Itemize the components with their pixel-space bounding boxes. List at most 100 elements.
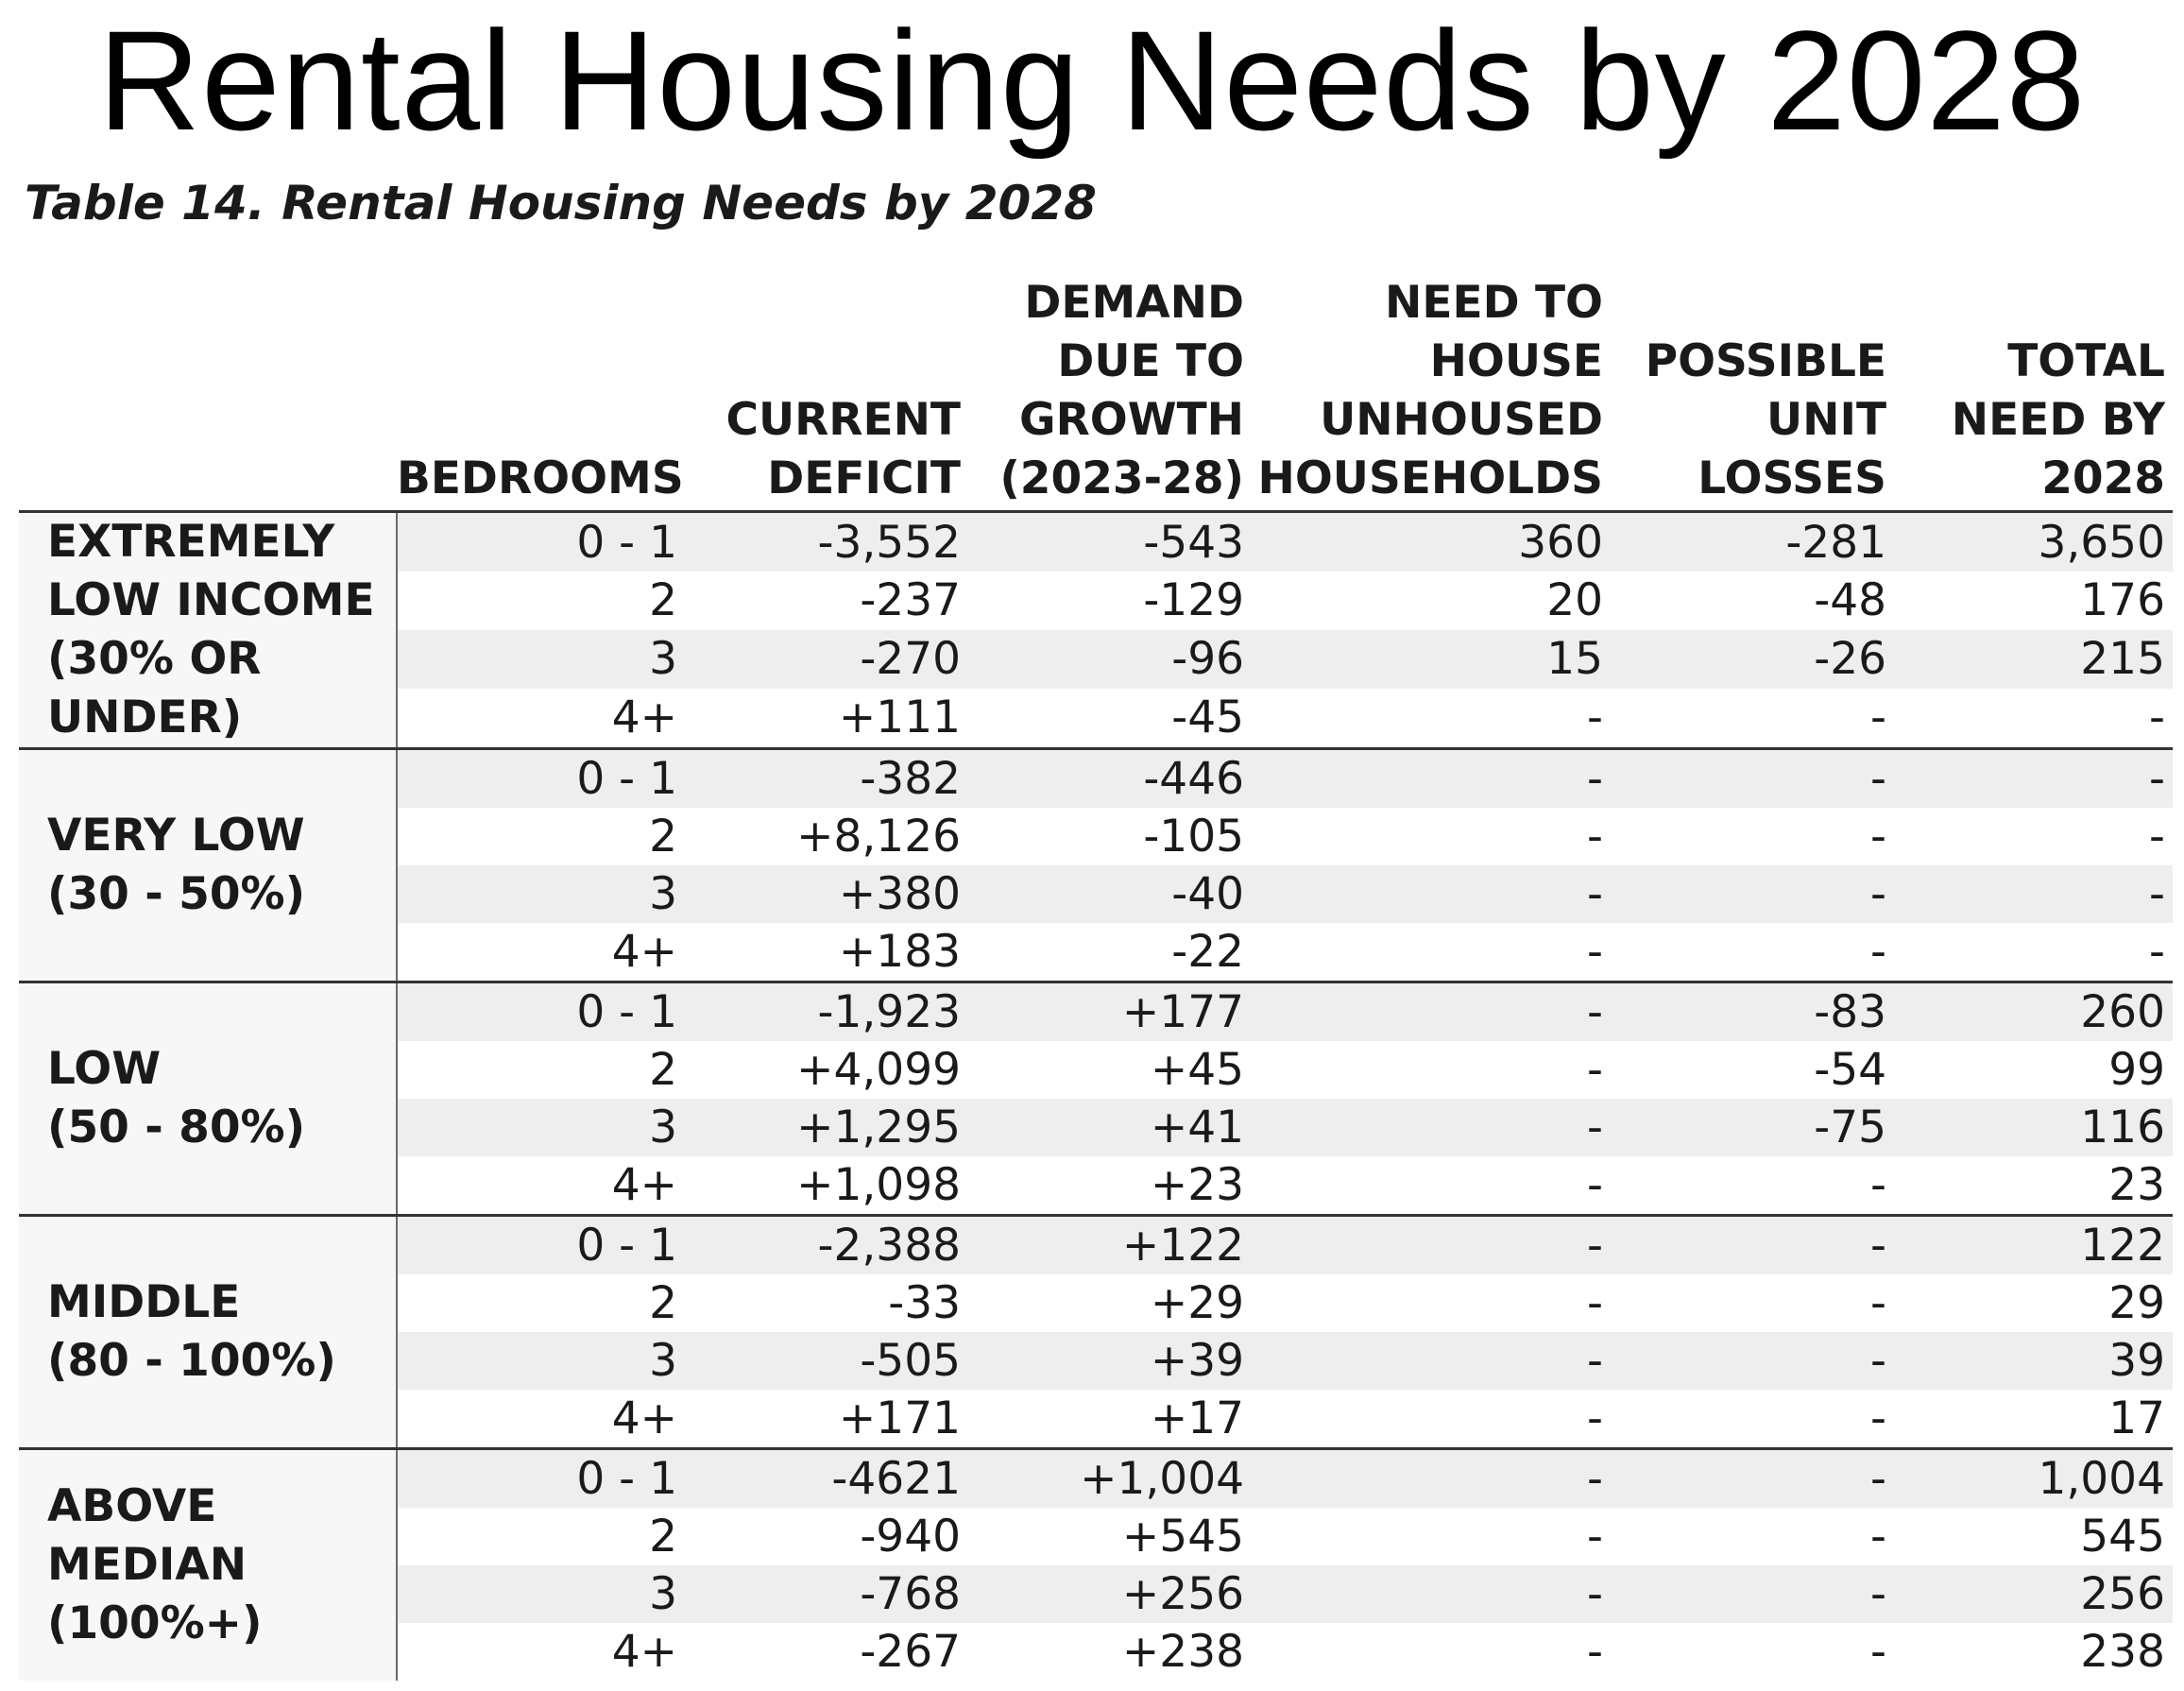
header-line <box>397 391 677 450</box>
cell-bedrooms: 3 <box>397 629 685 689</box>
table-row: 3 -505 +39- -39 <box>19 1332 2173 1390</box>
header-line <box>397 333 677 391</box>
cell-total-need-by-2028: 256 <box>1894 1565 2173 1623</box>
table-row: 4+ +171 +17 - - 17 <box>19 1390 2173 1449</box>
table-row: 3 -768 +256- -256 <box>19 1565 2173 1623</box>
table-row: 2 -33 +29 - - 29 <box>19 1274 2173 1332</box>
cell-bedrooms: 3 <box>397 865 685 923</box>
rental-needs-table: BEDROOMS CURRENT DEFICIT DEMAND DUE TO GROWT… <box>19 274 2173 1681</box>
cell-current-deficit: +8,126 <box>796 811 961 863</box>
cell-possible-unit-losses: - <box>1611 865 1894 923</box>
slide-title: Rental Housing Needs by 2028 <box>97 1 2087 160</box>
cell-current-deficit: +4,099 <box>796 1044 961 1096</box>
column-header-demand-due-to-growth: DEMAND DUE TO GROWTH (2023-28) <box>968 274 1252 513</box>
cell-demand-due-to-growth: +39 <box>968 1332 1252 1390</box>
cell-current-deficit: +111 <box>838 692 961 744</box>
cell-bedrooms: 2 <box>649 1044 677 1096</box>
header-line: HOUSEHOLDS <box>1257 453 1603 504</box>
cell-current-deficit: -270 <box>685 629 968 689</box>
cell-total-need-by-2028: 122 <box>1894 1214 2173 1274</box>
header-line <box>685 333 961 391</box>
cell-current-deficit: -33 <box>888 1277 961 1329</box>
cell-bedrooms: 2 <box>649 1277 677 1329</box>
table-body: EXTREMELY LOW INCOME (30% OR UNDER) 0 - 1 -3,… <box>19 511 2173 1681</box>
cell-current-deficit: +1,295 <box>685 1099 968 1156</box>
cell-bedrooms: 0 - 1 <box>397 1447 685 1508</box>
header-line: DUE TO <box>1057 335 1244 387</box>
cell-need-to-house-unhoused: - <box>1252 1099 1611 1156</box>
cell-current-deficit: -505 <box>685 1332 968 1390</box>
table-row: 3 -270 -96 15 -26 215 <box>19 629 2173 689</box>
cell-current-deficit: -237 <box>860 574 961 627</box>
cell-total-need-by-2028: 29 <box>2108 1277 2165 1329</box>
cell-total-need-by-2028: - <box>2149 692 2165 744</box>
header-line: TOTAL <box>2007 335 2165 387</box>
cell-need-to-house-unhoused: - <box>1252 1565 1611 1623</box>
header-line: HOUSE <box>1429 335 1603 387</box>
table-caption: Table 14. Rental Housing Needs by 2028 <box>25 176 1097 231</box>
cell-possible-unit-losses: - <box>1870 1277 1886 1329</box>
cell-demand-due-to-growth: -45 <box>1171 692 1244 744</box>
cell-bedrooms: 4+ <box>611 1392 677 1444</box>
header-line <box>397 274 677 333</box>
cell-possible-unit-losses: - <box>1611 1332 1894 1390</box>
header-line: 2028 <box>2041 453 2165 504</box>
header-line: UNIT <box>1766 394 1886 446</box>
cell-need-to-house-unhoused: - <box>1587 1626 1603 1678</box>
header-line <box>19 274 389 333</box>
cell-demand-due-to-growth: +545 <box>1121 1511 1244 1563</box>
cell-total-need-by-2028: 215 <box>1894 629 2173 689</box>
income-level-line: (30% OR <box>47 633 262 685</box>
cell-demand-due-to-growth: -22 <box>1171 926 1244 978</box>
cell-possible-unit-losses: -281 <box>1611 511 1894 572</box>
income-level-line: (50 - 80%) <box>47 1102 306 1153</box>
cell-need-to-house-unhoused: - <box>1587 1511 1603 1563</box>
income-level-label: MIDDLE (80 - 100%) <box>19 1214 398 1449</box>
cell-total-need-by-2028: 3,650 <box>1894 511 2173 572</box>
cell-demand-due-to-growth: +256 <box>968 1565 1252 1623</box>
header-line: (2023-28) <box>999 453 1244 504</box>
cell-current-deficit: -2,388 <box>685 1214 968 1274</box>
header-line <box>1611 274 1886 333</box>
cell-current-deficit: -1,923 <box>685 981 968 1041</box>
cell-total-need-by-2028: 1,004 <box>1894 1447 2173 1508</box>
cell-possible-unit-losses: -26 <box>1611 629 1894 689</box>
cell-demand-due-to-growth: +41 <box>968 1099 1252 1156</box>
column-header-need-to-house-unhoused: NEED TO HOUSE UNHOUSED HOUSEHOLDS <box>1252 274 1611 513</box>
cell-need-to-house-unhoused: - <box>1252 1214 1611 1274</box>
cell-demand-due-to-growth: +122 <box>968 1214 1252 1274</box>
income-level-line: ABOVE <box>47 1480 217 1532</box>
cell-possible-unit-losses: - <box>1870 811 1886 863</box>
table-row: MIDDLE (80 - 100%) 0 - 1 -2,388 +122- -122 <box>19 1214 2173 1449</box>
income-level-line: MEDIAN <box>47 1539 247 1591</box>
table-row: 2 +8,126 -105 - - - <box>19 808 2173 865</box>
income-level-label: VERY LOW (30 - 50%) <box>19 747 398 982</box>
cell-total-need-by-2028: - <box>1894 747 2173 808</box>
cell-total-need-by-2028: 39 <box>1894 1332 2173 1390</box>
cell-possible-unit-losses: - <box>1870 1511 1886 1563</box>
column-header-possible-unit-losses: POSSIBLE UNIT LOSSES <box>1611 274 1894 513</box>
income-level-line: MIDDLE <box>47 1276 241 1328</box>
cell-demand-due-to-growth: +17 <box>1150 1392 1244 1444</box>
cell-bedrooms: 3 <box>397 1565 685 1623</box>
cell-current-deficit: -4621 <box>685 1447 968 1508</box>
cell-bedrooms: 4+ <box>611 692 677 744</box>
income-level-line: VERY LOW <box>47 810 305 862</box>
cell-current-deficit: -382 <box>685 747 968 808</box>
cell-possible-unit-losses: - <box>1870 926 1886 978</box>
cell-bedrooms: 0 - 1 <box>397 981 685 1041</box>
cell-need-to-house-unhoused: - <box>1587 1392 1603 1444</box>
table-row: 4+ +183 -22 - - - <box>19 923 2173 982</box>
cell-current-deficit: -3,552 <box>685 511 968 572</box>
cell-demand-due-to-growth: +1,004 <box>968 1447 1252 1508</box>
cell-need-to-house-unhoused: - <box>1587 1159 1603 1211</box>
cell-possible-unit-losses: - <box>1611 1214 1894 1274</box>
cell-bedrooms: 3 <box>397 1099 685 1156</box>
table-row: 2 -237 -129 20 -48 176 <box>19 572 2173 630</box>
cell-possible-unit-losses: -83 <box>1611 981 1894 1041</box>
cell-bedrooms: 4+ <box>611 1626 677 1678</box>
cell-total-need-by-2028: 99 <box>2108 1044 2165 1096</box>
cell-bedrooms: 4+ <box>611 926 677 978</box>
cell-need-to-house-unhoused: - <box>1252 865 1611 923</box>
cell-demand-due-to-growth: +23 <box>1150 1159 1244 1211</box>
